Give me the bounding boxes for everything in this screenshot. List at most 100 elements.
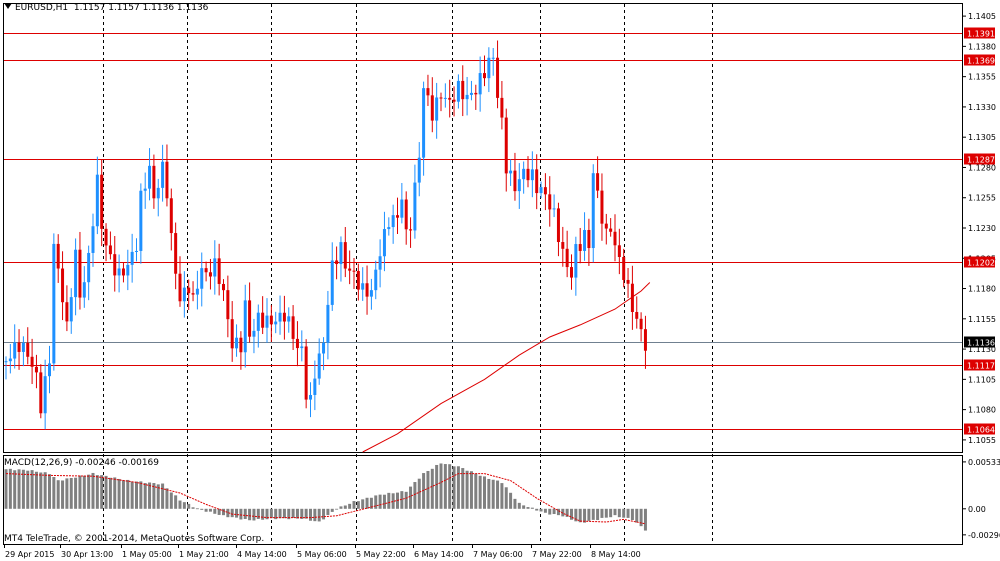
candle — [348, 250, 352, 285]
candle — [239, 331, 243, 370]
candle — [165, 144, 169, 207]
macd-bar — [617, 508, 621, 518]
candle — [230, 301, 234, 362]
macd-bar — [226, 508, 230, 518]
price-pane-frame — [3, 3, 963, 453]
macd-bar — [635, 508, 639, 523]
chart-menu-triangle-icon[interactable] — [4, 3, 12, 9]
candle — [517, 163, 521, 209]
candle — [208, 258, 212, 290]
candle — [95, 156, 99, 235]
level-label: 1.1064 — [967, 426, 995, 435]
macd-bar — [317, 508, 321, 522]
candle — [56, 234, 60, 283]
candle — [465, 76, 469, 116]
macd-bar — [56, 480, 60, 509]
macd-bar — [626, 508, 630, 518]
macd-bar — [322, 508, 326, 520]
candle — [191, 281, 195, 302]
macd-bar — [261, 508, 265, 520]
candle — [574, 236, 578, 296]
macd-bar — [161, 483, 165, 509]
macd-bar — [195, 508, 199, 510]
price-tick-label: 1.1380 — [968, 42, 996, 51]
candle — [391, 204, 395, 244]
macd-bar — [552, 508, 556, 515]
price-tick-label: 1.1180 — [968, 285, 996, 294]
candle — [274, 311, 278, 334]
candle — [496, 40, 500, 109]
candle — [17, 329, 21, 370]
macd-bar — [469, 471, 473, 509]
macd-bar — [117, 478, 121, 509]
macd-bar — [600, 508, 604, 518]
macd-bar — [248, 508, 252, 521]
candle — [513, 152, 517, 201]
macd-bar — [526, 507, 530, 509]
macd-bar — [365, 497, 369, 509]
candle — [561, 226, 565, 267]
candle — [326, 290, 330, 360]
candle — [483, 55, 486, 87]
macd-bar — [39, 472, 43, 509]
candle — [8, 343, 12, 374]
macd-bar — [343, 505, 347, 509]
candle — [543, 173, 547, 211]
candle — [552, 194, 556, 218]
macd-bar — [530, 507, 534, 509]
macd-bar — [348, 503, 352, 509]
candle — [583, 212, 587, 261]
candle — [143, 172, 147, 209]
macd-bar — [509, 492, 513, 509]
macd-bar — [591, 508, 595, 520]
candle — [265, 298, 269, 343]
macd-bar — [543, 508, 547, 513]
candle — [187, 279, 191, 311]
candle — [409, 217, 413, 248]
candle — [365, 265, 369, 315]
macd-bar — [256, 508, 260, 519]
time-tick-label: 1 May 21:00 — [179, 550, 229, 559]
macd-tick-label: 0.00 — [968, 505, 986, 514]
macd-bar — [500, 483, 504, 509]
candle — [430, 77, 434, 133]
macd-bar — [609, 508, 613, 518]
macd-bar — [274, 508, 278, 520]
macd-bar — [121, 480, 125, 509]
macd-bar — [91, 472, 95, 509]
candle — [309, 382, 312, 418]
macd-bar — [356, 501, 360, 509]
candle — [317, 338, 321, 385]
candle — [291, 305, 295, 350]
candle — [630, 265, 634, 330]
candle — [443, 83, 447, 108]
macd-bar — [339, 506, 343, 509]
macd-bar — [143, 483, 147, 509]
candle — [21, 336, 25, 367]
macd-bar — [78, 475, 82, 509]
horizontal-levels[interactable] — [4, 33, 962, 430]
macd-bar — [548, 508, 552, 515]
time-tick-label: 7 May 22:00 — [532, 550, 582, 559]
level-label-bg — [964, 359, 995, 371]
macd-bar — [504, 487, 508, 509]
macd-bar — [369, 497, 373, 509]
macd-bar — [48, 474, 51, 509]
current-price-label: 1.1136 — [967, 339, 995, 348]
candle — [609, 218, 613, 237]
candles — [4, 40, 647, 430]
macd-bar — [174, 495, 178, 509]
candle — [500, 81, 504, 130]
macd-bar — [21, 469, 25, 509]
level-label-bg — [964, 27, 995, 39]
candle — [161, 144, 165, 202]
macd-bar — [87, 474, 91, 509]
candle — [570, 254, 573, 290]
macd-bar — [200, 508, 204, 510]
macd-bar — [139, 481, 143, 509]
level-label: 1.1287 — [967, 156, 995, 165]
candle — [226, 275, 230, 338]
candle — [300, 330, 304, 362]
macd-bar — [613, 508, 617, 516]
